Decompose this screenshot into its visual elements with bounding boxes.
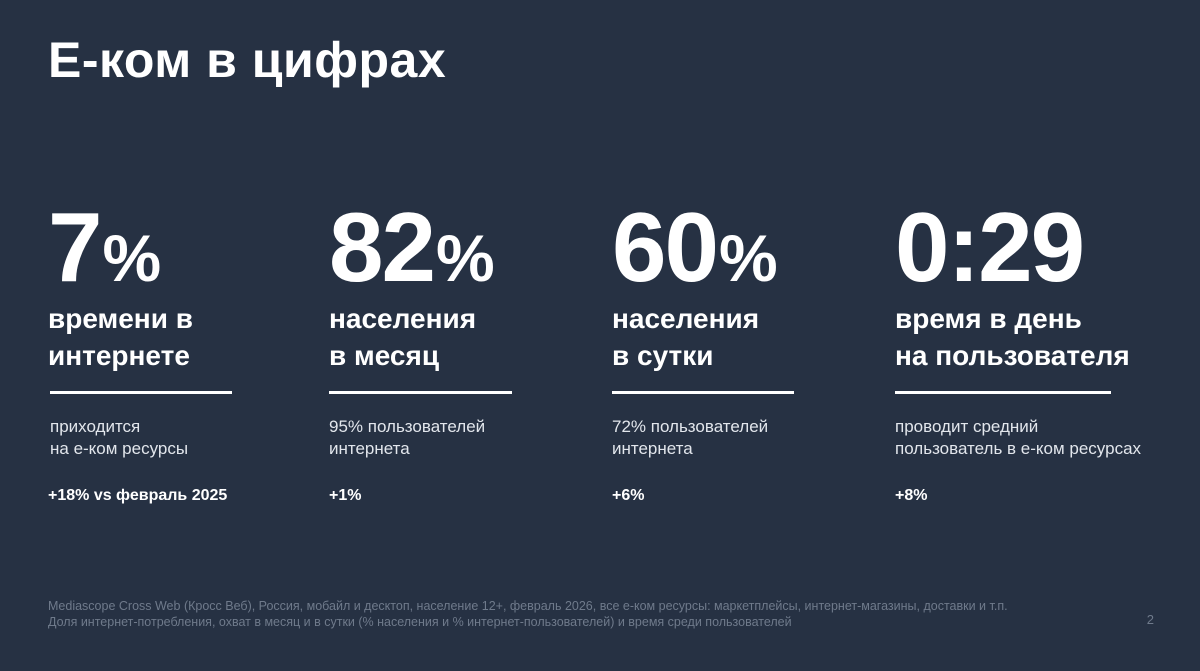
stat-value: 7% [48,198,348,296]
stat-time-per-user: 0:29 время в день на пользователя провод… [895,198,1195,504]
footnote-line: Доля интернет-потребления, охват в месяц… [48,615,792,629]
stat-divider [50,391,232,394]
stat-change: +8% [895,487,928,504]
stat-change: +1% [329,487,362,504]
stat-divider [329,391,512,394]
stat-value: 60% [612,198,912,296]
stat-monthly-reach: 82% населения в месяц 95% пользователей … [329,198,629,504]
stat-divider [612,391,794,394]
stat-number: 0:29 [895,192,1085,302]
footnote-line: Mediascope Cross Web (Кросс Веб), Россия… [48,599,1008,613]
stat-unit: % [719,221,778,295]
source-footnote: Mediascope Cross Web (Кросс Веб), Россия… [48,598,1008,630]
stat-number: 7 [48,192,102,302]
stat-divider [895,391,1111,394]
stat-label: время в день на пользователя [895,303,1130,371]
stat-daily-reach: 60% населения в сутки 72% пользователей … [612,198,912,504]
stat-change: +6% [612,487,645,504]
stat-label: времени в интернете [48,303,193,371]
stat-label: населения в месяц [329,303,477,371]
stat-number: 82 [329,192,436,302]
page-number: 2 [1146,612,1154,627]
stat-time-share: 7% времени в интернете приходится на е-к… [48,198,348,504]
stat-number: 60 [612,192,719,302]
stat-change: +18% vs февраль 2025 [48,487,228,504]
stat-description: 72% пользователей интернета [612,417,769,458]
stat-value: 0:29 [895,198,1195,296]
stat-label: населения в сутки [612,303,760,371]
stat-unit: % [102,221,162,295]
stat-description: 95% пользователей интернета [329,417,486,458]
stat-description: проводит средний пользователь в е-ком ре… [895,417,1142,458]
slide-title: Е-ком в цифрах [48,32,447,88]
stat-value: 82% [329,198,629,296]
stat-description: приходится на е-ком ресурсы [50,417,189,458]
stat-unit: % [436,221,495,295]
